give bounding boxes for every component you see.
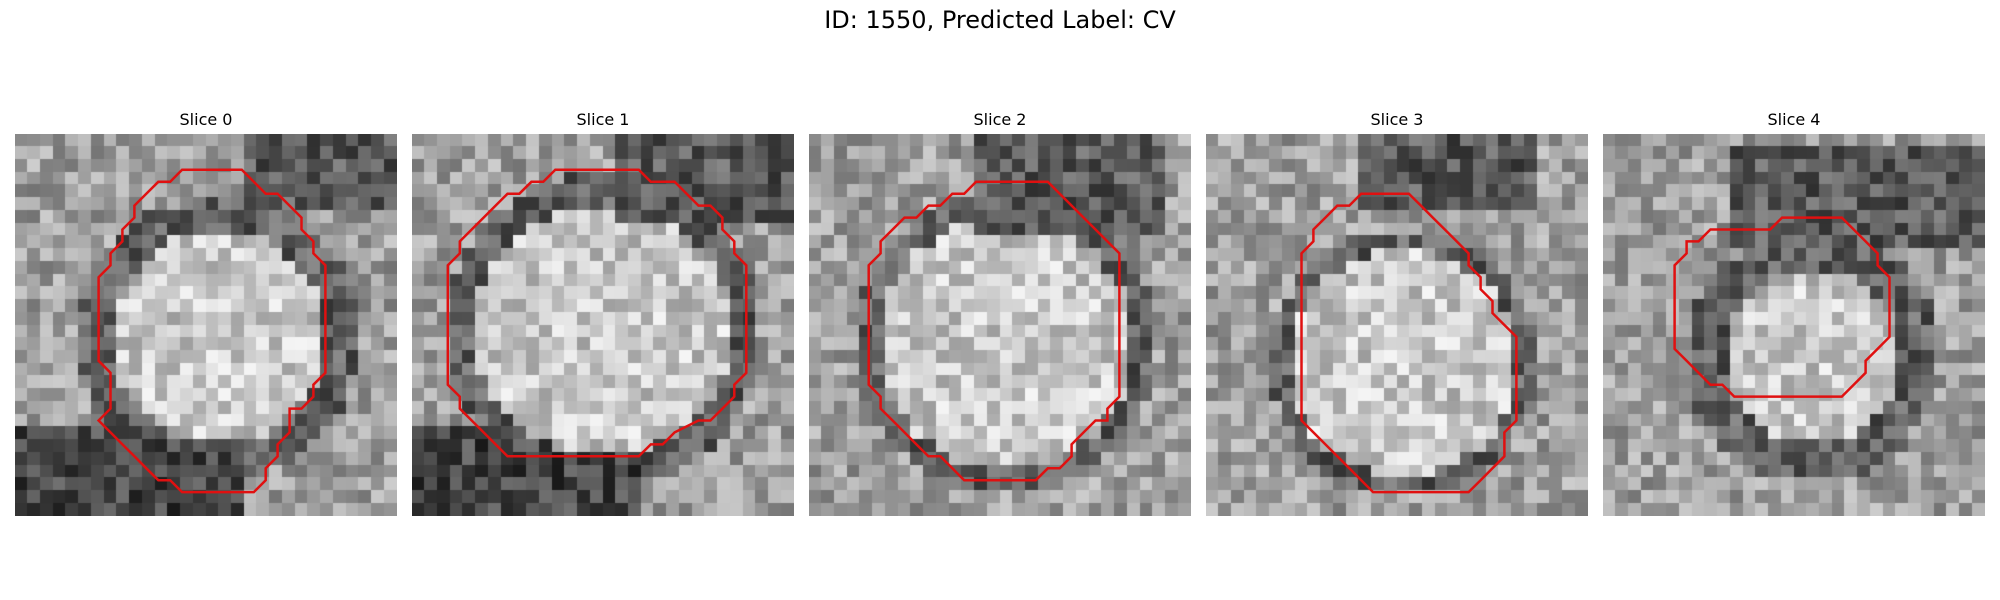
- slice-image: [412, 134, 794, 516]
- roi-contour-line: [1300, 192, 1518, 494]
- roi-contour: [96, 168, 327, 494]
- roi-contour: [446, 168, 748, 458]
- slice-title: Slice 4: [1767, 110, 1821, 129]
- slice-image: [1603, 134, 1985, 516]
- roi-contour: [1673, 216, 1891, 398]
- roi-contour-line: [96, 168, 327, 494]
- slice-image: [15, 134, 397, 516]
- roi-contour-line: [867, 180, 1121, 482]
- roi-contour-line: [446, 168, 748, 458]
- slice-title: Slice 0: [179, 110, 233, 129]
- slice-image: [809, 134, 1191, 516]
- slice-title: Slice 2: [973, 110, 1027, 129]
- figure-title: ID: 1550, Predicted Label: CV: [824, 6, 1176, 34]
- roi-contour: [867, 180, 1121, 482]
- roi-contour-line: [1673, 216, 1891, 398]
- slice-image: [1206, 134, 1588, 516]
- roi-contour: [1300, 192, 1518, 494]
- slice-title: Slice 1: [576, 110, 630, 129]
- slice-title: Slice 3: [1370, 110, 1424, 129]
